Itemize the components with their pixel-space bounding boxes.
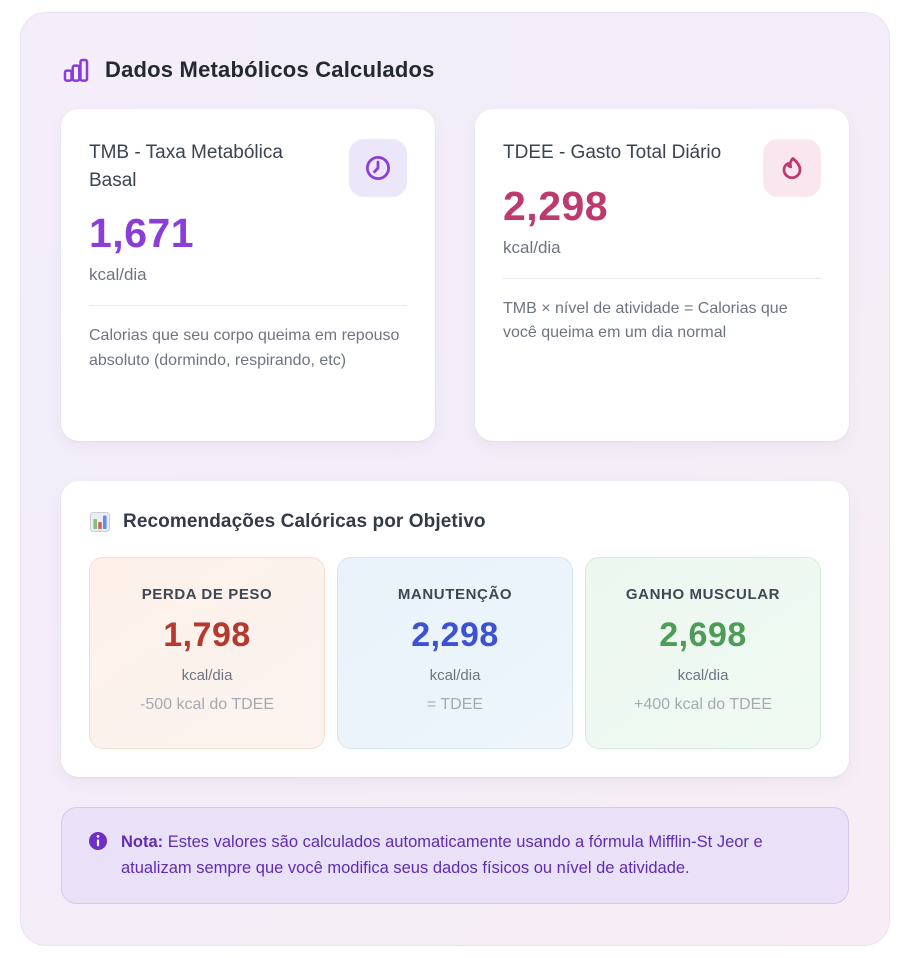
info-icon — [88, 831, 108, 851]
tmb-description: Calorias que seu corpo queima em repouso… — [89, 327, 400, 369]
tdee-icon-badge — [763, 139, 821, 197]
tmb-icon-badge — [349, 139, 407, 197]
note-box: Nota: Estes valores são calculados autom… — [61, 807, 849, 904]
goal-label: GANHO MUSCULAR — [625, 586, 781, 603]
panel-title: Dados Metabólicos Calculados — [105, 57, 435, 82]
metabolic-data-panel: Dados Metabólicos Calculados TMB - Taxa … — [20, 12, 890, 946]
tdee-card-left: TDEE - Gasto Total Diário 2,298 kcal/dia — [503, 139, 763, 258]
tdee-value: 2,298 — [503, 182, 609, 229]
goal-delta: -500 kcal do TDEE — [140, 696, 274, 713]
goal-value: 1,798 — [163, 616, 251, 654]
goal-label: MANUTENÇÃO — [397, 586, 513, 603]
goal-unit: kcal/dia — [677, 667, 729, 684]
goal-maintenance: MANUTENÇÃO 2,298 kcal/dia = TDEE — [337, 557, 573, 749]
recommendations-title: Recomendações Calóricas por Objetivo — [123, 511, 486, 532]
tmb-card-left: TMB - Taxa Metabólica Basal 1,671 kcal/d… — [89, 139, 349, 285]
goal-grid: PERDA DE PESO 1,798 kcal/dia -500 kcal d… — [89, 557, 821, 749]
flame-icon — [777, 153, 807, 183]
recommendations-header: Recomendações Calóricas por Objetivo — [89, 511, 821, 533]
note-text-block: Nota: Estes valores são calculados autom… — [121, 829, 822, 882]
goal-value: 2,298 — [411, 616, 499, 654]
divider — [503, 277, 821, 279]
note-label: Nota: — [121, 833, 164, 851]
bar-chart-emoji-icon — [89, 511, 111, 533]
tmb-card-top: TMB - Taxa Metabólica Basal 1,671 kcal/d… — [89, 139, 407, 285]
bar-chart-icon — [61, 55, 91, 85]
tdee-card: TDEE - Gasto Total Diário 2,298 kcal/dia… — [475, 109, 849, 441]
recommendations-card: Recomendações Calóricas por Objetivo PER… — [61, 481, 849, 777]
goal-delta: +400 kcal do TDEE — [633, 696, 772, 713]
tmb-card-title: TMB - Taxa Metabólica Basal — [89, 142, 283, 191]
tdee-description: TMB × nível de atividade = Calorias que … — [503, 299, 788, 342]
divider — [89, 305, 407, 307]
goal-value: 2,698 — [659, 616, 747, 654]
clock-icon — [363, 153, 393, 183]
goal-label: PERDA DE PESO — [141, 586, 273, 603]
metric-cards-row: TMB - Taxa Metabólica Basal 1,671 kcal/d… — [61, 109, 849, 441]
tmb-value: 1,671 — [89, 210, 195, 257]
goal-delta: = TDEE — [426, 696, 484, 713]
panel-header: Dados Metabólicos Calculados — [61, 55, 849, 85]
goal-weight-loss: PERDA DE PESO 1,798 kcal/dia -500 kcal d… — [89, 557, 325, 749]
tmb-unit: kcal/dia — [89, 265, 147, 285]
tdee-card-title: TDEE - Gasto Total Diário — [503, 142, 722, 163]
goal-unit: kcal/dia — [429, 667, 481, 684]
goal-unit: kcal/dia — [181, 667, 233, 684]
tdee-unit: kcal/dia — [503, 237, 561, 257]
note-text: Estes valores são calculados automaticam… — [121, 833, 763, 878]
tdee-card-top: TDEE - Gasto Total Diário 2,298 kcal/dia — [503, 139, 821, 258]
goal-muscle-gain: GANHO MUSCULAR 2,698 kcal/dia +400 kcal … — [585, 557, 821, 749]
tmb-card: TMB - Taxa Metabólica Basal 1,671 kcal/d… — [61, 109, 435, 441]
